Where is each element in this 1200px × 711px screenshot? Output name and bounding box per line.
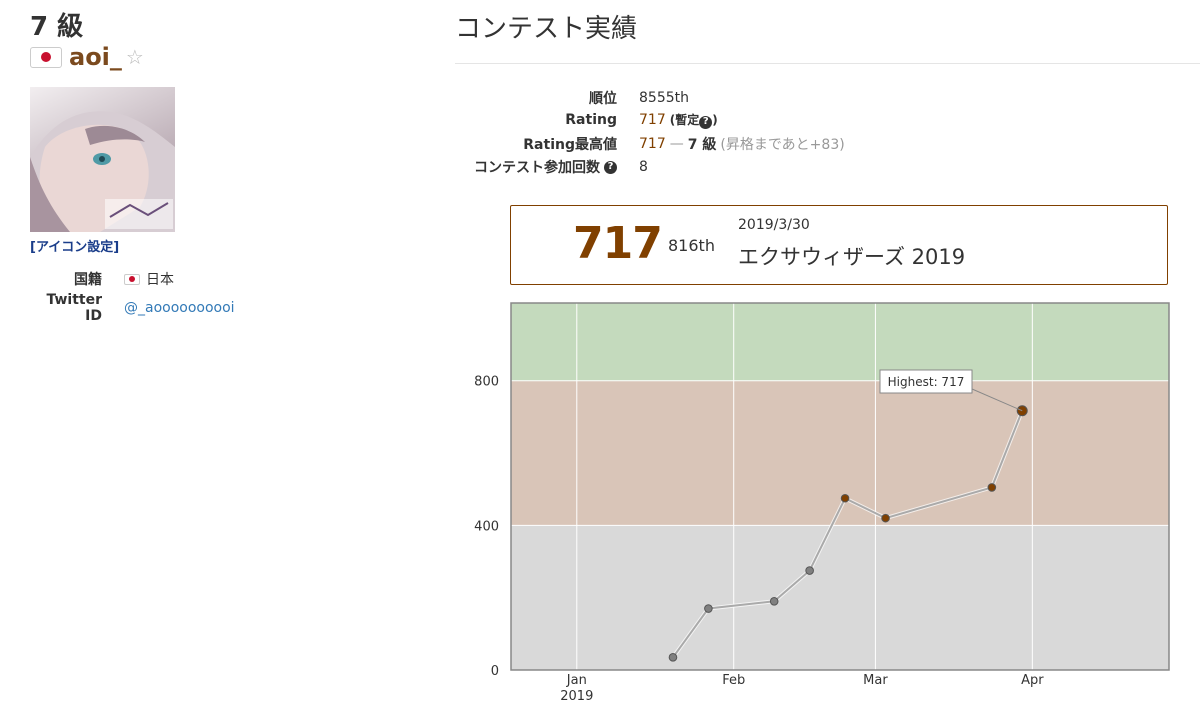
japan-flag-icon bbox=[124, 273, 140, 285]
highest-label: Rating最高値 bbox=[523, 137, 617, 153]
contest-count-label: コンテスト参加回数 ? bbox=[455, 157, 617, 177]
data-point bbox=[881, 513, 890, 523]
x-tick-label: Apr bbox=[1021, 673, 1044, 688]
rank-label: 順位 bbox=[589, 91, 617, 107]
data-point bbox=[840, 493, 850, 503]
provisional-note: (暫定?) bbox=[670, 111, 718, 129]
data-point bbox=[805, 566, 814, 575]
provisional-close: ) bbox=[712, 113, 718, 127]
rating-band-0 bbox=[511, 525, 1169, 670]
nationality-label: 国籍 bbox=[74, 272, 102, 288]
performance-rank: 816th bbox=[668, 236, 715, 255]
divider bbox=[455, 63, 1200, 64]
help-icon[interactable]: ? bbox=[604, 160, 617, 174]
x-tick-sublabel: 2019 bbox=[560, 689, 593, 704]
highest-row: Rating最高値 717 — 7 級 (昇格まであと+83) bbox=[455, 134, 845, 154]
data-point bbox=[668, 653, 678, 662]
latest-performance-box: 717 816th 2019/3/30 エクサウィザーズ 2019 bbox=[510, 205, 1168, 285]
highest-grade: 7 級 bbox=[687, 137, 717, 153]
contest-count-text: コンテスト参加回数 bbox=[474, 160, 600, 176]
rank-value: 8555th bbox=[639, 90, 689, 106]
data-point bbox=[987, 483, 997, 492]
promotion-note: (昇格まであと+83) bbox=[720, 137, 845, 153]
highest-separator: — bbox=[669, 136, 684, 152]
x-tick-label: Mar bbox=[863, 673, 888, 688]
rank-title: 7 級 bbox=[30, 12, 84, 42]
y-tick-label: 0 bbox=[491, 664, 499, 679]
nationality-row: 国籍 日本 bbox=[30, 269, 174, 289]
highest-value-group: 717 — 7 級 (昇格まであと+83) bbox=[639, 134, 845, 154]
contest-name-link[interactable]: エクサウィザーズ 2019 bbox=[738, 245, 966, 269]
japan-flag-icon bbox=[30, 46, 62, 68]
twitter-label: Twitter ID bbox=[46, 292, 102, 324]
annotation-text: Highest: 717 bbox=[888, 375, 965, 389]
avatar bbox=[30, 87, 175, 232]
rating-row: Rating 717 (暫定?) bbox=[455, 111, 718, 129]
performance-value: 717 bbox=[573, 218, 663, 269]
icon-settings-link[interactable]: [アイコン設定] bbox=[30, 240, 120, 255]
help-icon[interactable]: ? bbox=[699, 115, 713, 129]
x-tick-label: Jan bbox=[566, 673, 587, 688]
y-tick-label: 400 bbox=[474, 519, 499, 534]
contest-count-row: コンテスト参加回数 ? 8 bbox=[455, 157, 648, 177]
section-title: コンテスト実績 bbox=[455, 14, 638, 44]
data-point bbox=[769, 597, 779, 606]
rating-label: Rating bbox=[565, 111, 617, 128]
rating-value-group: 717 (暫定?) bbox=[639, 111, 718, 129]
series-line bbox=[672, 410, 1024, 658]
data-point bbox=[704, 604, 713, 613]
annotation-leader bbox=[963, 385, 1023, 412]
rating-value: 717 bbox=[639, 111, 666, 128]
rating-band-1 bbox=[511, 380, 1169, 526]
plot-border bbox=[510, 302, 1170, 671]
avatar-illustration bbox=[30, 87, 175, 232]
annotation-box bbox=[879, 369, 973, 394]
username-link[interactable]: aoi_ bbox=[69, 43, 122, 71]
user-line: aoi_ ☆ bbox=[30, 42, 144, 72]
nationality-text: 日本 bbox=[146, 272, 174, 288]
y-tick-label: 800 bbox=[474, 375, 499, 390]
rating-band-2 bbox=[511, 303, 1169, 381]
contest-date: 2019/3/30 bbox=[738, 217, 810, 233]
star-icon[interactable]: ☆ bbox=[125, 45, 144, 69]
provisional-text: (暫定 bbox=[669, 113, 700, 127]
highest-value: 717 bbox=[639, 136, 666, 152]
rank-row: 順位 8555th bbox=[455, 88, 689, 108]
contest-count-value: 8 bbox=[639, 159, 648, 175]
twitter-row: Twitter ID @_aoooooooooi bbox=[30, 292, 235, 324]
nationality-value: 日本 bbox=[124, 269, 174, 289]
twitter-link[interactable]: @_aoooooooooi bbox=[124, 300, 235, 316]
x-tick-label: Feb bbox=[722, 673, 745, 688]
